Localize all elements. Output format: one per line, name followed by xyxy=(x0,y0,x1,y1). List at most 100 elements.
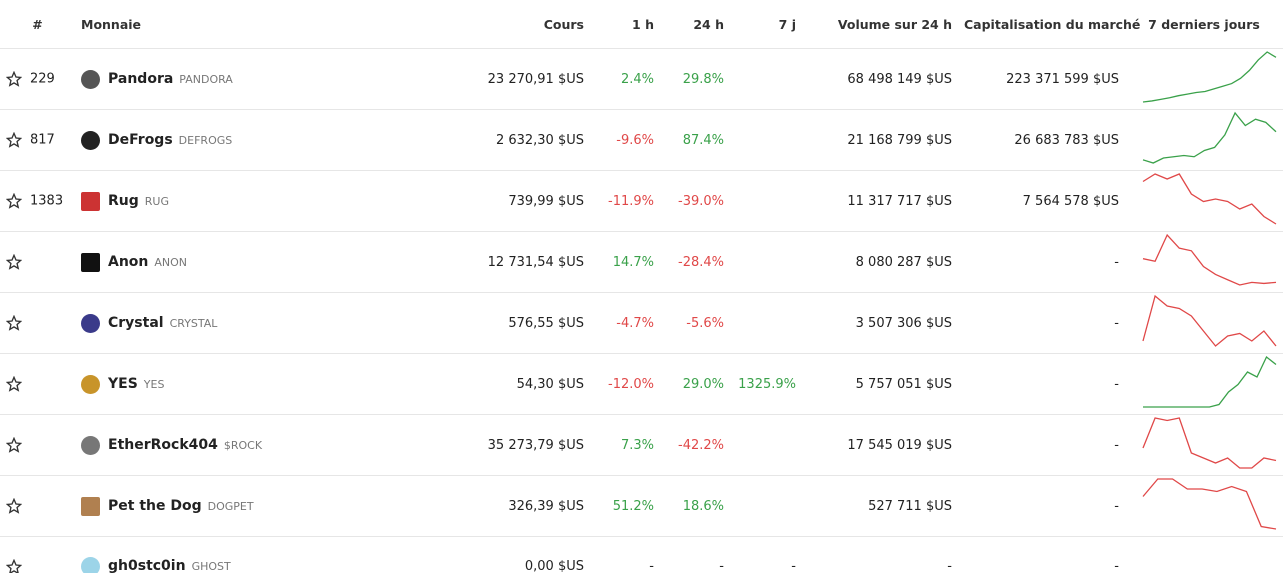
change-h1: -9.6% xyxy=(590,109,660,171)
sparkline-cell xyxy=(1125,414,1283,476)
change-h1: -11.9% xyxy=(590,170,660,232)
favorite-star[interactable] xyxy=(6,193,22,209)
volume: 21 168 799 $US xyxy=(802,109,958,171)
change-h1: 14.7% xyxy=(590,231,660,293)
favorite-star[interactable] xyxy=(6,498,22,514)
coin-symbol: PANDORA xyxy=(179,72,233,86)
coin-cell: Pandora PANDORA xyxy=(75,48,440,110)
price: 12 731,54 $US xyxy=(440,231,590,293)
percent: - xyxy=(791,559,796,573)
change-h24: 87.4% xyxy=(660,109,730,171)
coin-cell: Crystal CRYSTAL xyxy=(75,292,440,354)
sparkline xyxy=(1142,478,1277,530)
sparkline-cell xyxy=(1125,170,1283,232)
favorite-star[interactable] xyxy=(6,254,22,270)
percent: 29.0% xyxy=(682,376,724,392)
column-header: 7 j xyxy=(730,0,802,49)
change-h24: 29.8% xyxy=(660,48,730,110)
market-cap: 223 371 599 $US xyxy=(958,48,1125,110)
volume: - xyxy=(802,536,958,573)
sparkline-cell xyxy=(1125,48,1283,110)
favorite-star[interactable] xyxy=(6,132,22,148)
sparkline xyxy=(1142,173,1277,225)
column-header: Cours xyxy=(440,0,590,49)
coin-name: Rug xyxy=(108,192,139,209)
coin-name: EtherRock404 xyxy=(108,436,218,453)
change-h1: -4.7% xyxy=(590,292,660,354)
star-shape xyxy=(6,376,22,392)
favorite-star[interactable] xyxy=(6,315,22,331)
sparkline-line xyxy=(1142,173,1277,225)
coin-row: 817 DeFrogs DEFROGS 2 632,30 $US -9.6% 87.4% 2… xyxy=(0,109,1283,171)
percent: -12.0% xyxy=(608,376,654,392)
coin-cell: Anon ANON xyxy=(75,231,440,293)
coin-icon xyxy=(81,69,100,89)
percent: -4.7% xyxy=(616,315,654,331)
coin-icon xyxy=(81,130,100,150)
coin-icon xyxy=(81,435,100,455)
percent: 87.4% xyxy=(682,132,724,148)
coin-icon xyxy=(81,252,100,272)
percent: -42.2% xyxy=(678,437,724,453)
coin-name: gh0stc0in xyxy=(108,558,186,573)
change-d7 xyxy=(730,475,802,537)
coin-cell: YES YES xyxy=(75,353,440,415)
price: 576,55 $US xyxy=(440,292,590,354)
change-h1: 2.4% xyxy=(590,48,660,110)
favorite-star[interactable] xyxy=(6,558,22,573)
volume: 8 080 287 $US xyxy=(802,231,958,293)
coin-name: Crystal xyxy=(108,314,164,331)
sparkline-cell xyxy=(1125,292,1283,354)
coin-row: gh0stc0in GHOST 0,00 $US - - - - - xyxy=(0,536,1283,573)
sparkline-cell xyxy=(1125,475,1283,537)
coin-symbol: ANON xyxy=(154,255,188,269)
rank: 229 xyxy=(30,71,55,87)
change-d7 xyxy=(730,109,802,171)
percent: -9.6% xyxy=(616,132,654,148)
coin-name: YES xyxy=(108,375,138,392)
column-header: Volume sur 24 h xyxy=(802,0,958,49)
sparkline-line xyxy=(1142,417,1277,469)
favorite-star[interactable] xyxy=(6,437,22,453)
coin-cell: Pet the Dog DOGPET xyxy=(75,475,440,537)
coin-symbol: DEFROGS xyxy=(178,133,233,147)
volume: 527 711 $US xyxy=(802,475,958,537)
price: 2 632,30 $US xyxy=(440,109,590,171)
coin-symbol: YES xyxy=(143,377,165,391)
favorite-star[interactable] xyxy=(6,71,22,87)
market-cap: - xyxy=(958,292,1125,354)
volume: 68 498 149 $US xyxy=(802,48,958,110)
change-h24: -39.0% xyxy=(660,170,730,232)
percent: -28.4% xyxy=(678,254,724,270)
rank: 817 xyxy=(30,132,55,148)
coin-cell: DeFrogs DEFROGS xyxy=(75,109,440,171)
coin-name: Anon xyxy=(108,253,149,270)
coin-name: Pandora xyxy=(108,70,174,87)
change-d7 xyxy=(730,414,802,476)
rank-cell xyxy=(0,231,75,293)
column-header: Capitalisation du marché xyxy=(958,0,1140,49)
sparkline-line xyxy=(1142,478,1277,530)
volume: 11 317 717 $US xyxy=(802,170,958,232)
coin-cell: EtherRock404 $ROCK xyxy=(75,414,440,476)
star-shape xyxy=(6,71,22,87)
sparkline-cell xyxy=(1125,231,1283,293)
sparkline-cell xyxy=(1125,353,1283,415)
percent: 51.2% xyxy=(612,498,654,514)
change-d7 xyxy=(730,170,802,232)
favorite-star[interactable] xyxy=(6,376,22,392)
star-shape xyxy=(6,132,22,148)
coin-symbol: RUG xyxy=(144,194,169,208)
volume: 3 507 306 $US xyxy=(802,292,958,354)
coin-symbol: DOGPET xyxy=(207,499,254,513)
change-d7: - xyxy=(730,536,802,573)
coin-symbol: CRYSTAL xyxy=(169,316,218,330)
rank-cell: 817 xyxy=(0,109,75,171)
column-header: 24 h xyxy=(660,0,730,49)
change-d7: 1325.9% xyxy=(730,353,802,415)
change-h1: - xyxy=(590,536,660,573)
market-cap: - xyxy=(958,414,1125,476)
coin-row: EtherRock404 $ROCK 35 273,79 $US 7.3% -42.2%… xyxy=(0,414,1283,476)
